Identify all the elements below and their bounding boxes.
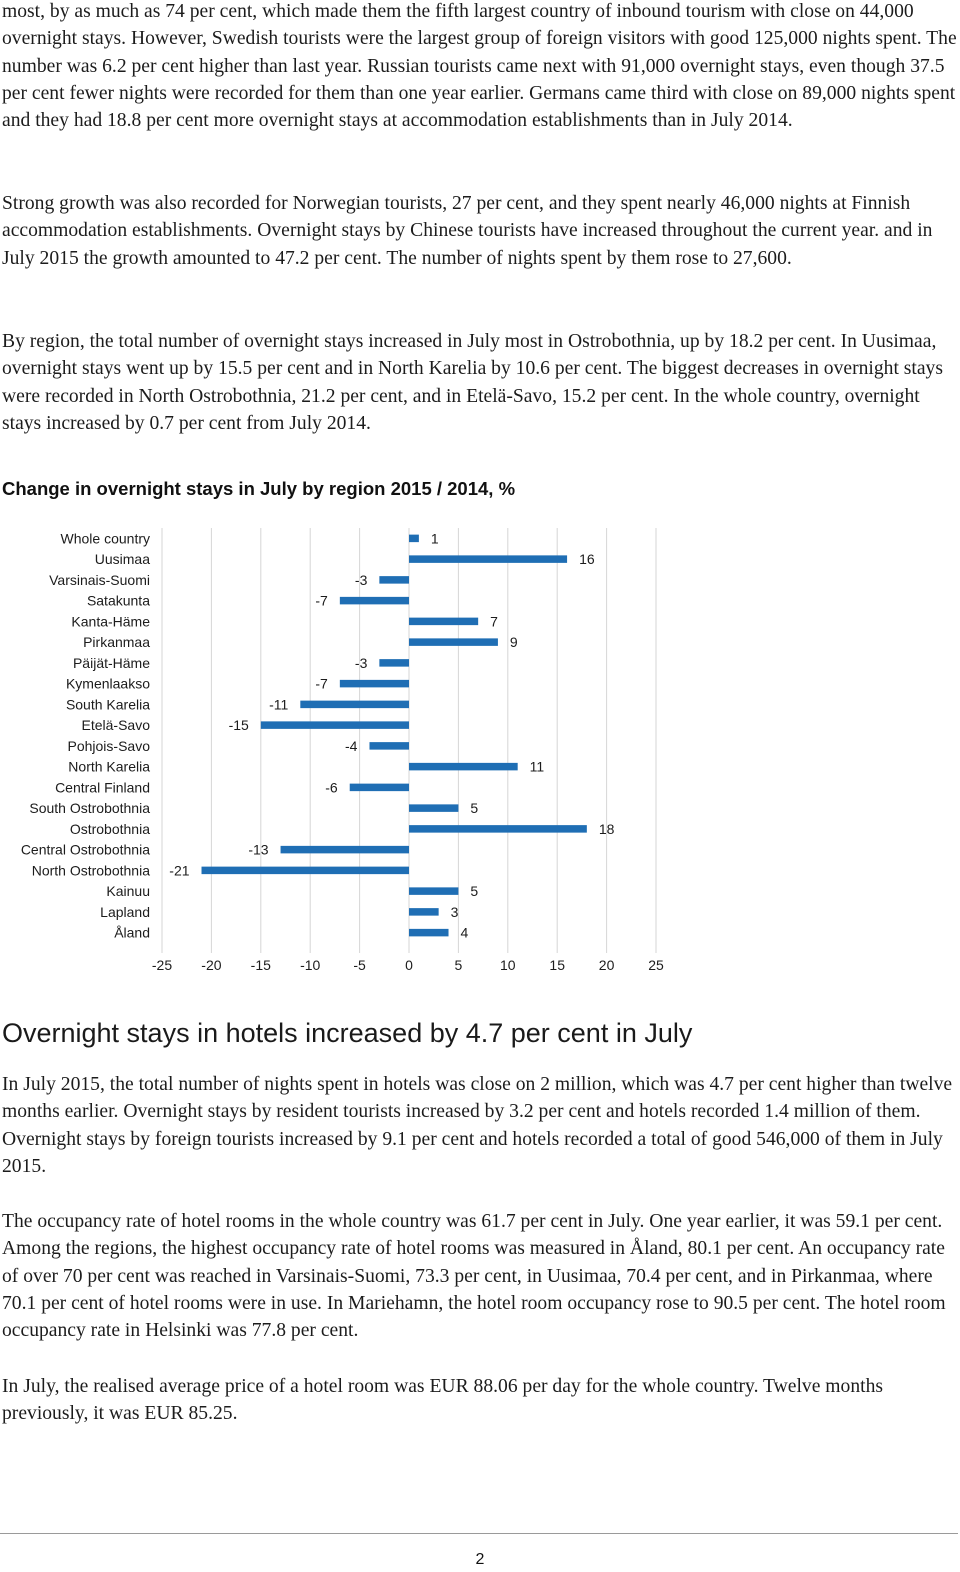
bar-15 xyxy=(280,845,409,854)
value-label: -13 xyxy=(248,842,268,858)
x-tick-label: 25 xyxy=(648,957,664,970)
x-tick-label: -25 xyxy=(152,957,172,970)
value-label: 18 xyxy=(599,821,615,837)
category-label: Kanta-Häme xyxy=(71,613,150,629)
category-label: Varsinais-Suomi xyxy=(49,572,150,588)
x-tick-label: -15 xyxy=(251,957,271,970)
value-label: 4 xyxy=(461,925,469,941)
bar-3 xyxy=(339,596,409,605)
paragraph-hotel-nights: In July 2015, the total number of nights… xyxy=(2,1074,953,1177)
value-label: -21 xyxy=(169,862,189,878)
bar-18 xyxy=(409,908,439,916)
bar-9 xyxy=(260,721,409,729)
value-label: 9 xyxy=(510,634,518,650)
category-label: Central Finland xyxy=(55,779,150,795)
category-label: Pirkanmaa xyxy=(83,634,150,650)
bar-19 xyxy=(409,928,449,937)
category-label: Lapland xyxy=(100,904,150,920)
bar-17 xyxy=(409,887,459,895)
category-label: North Ostrobothnia xyxy=(32,862,150,878)
bar-13 xyxy=(409,804,459,812)
value-label: -4 xyxy=(345,738,358,754)
bar-7 xyxy=(339,679,409,688)
paragraph-average-price: In July, the realised average price of a… xyxy=(2,1376,883,1425)
bar-1 xyxy=(409,555,568,563)
page-number: 2 xyxy=(475,1551,485,1568)
category-label: North Karelia xyxy=(68,759,150,775)
value-label: 7 xyxy=(490,613,498,629)
paragraph-norwegian-chinese: Strong growth was also recorded for Norw… xyxy=(2,193,933,269)
category-label: Pohjois-Savo xyxy=(68,738,151,754)
bar-12 xyxy=(349,783,409,792)
x-tick-label: -5 xyxy=(353,957,366,970)
bar-10 xyxy=(369,742,409,750)
value-label: -3 xyxy=(355,572,368,588)
value-label: -7 xyxy=(315,593,328,609)
chart-category-labels: Whole country Uusimaa Varsinais-Suomi Satak… xyxy=(21,530,150,940)
value-label: 16 xyxy=(579,551,595,567)
x-tick-label: -10 xyxy=(300,957,320,970)
chart-axis-ticks: -25 -20 -15 -10 -5 0 5 10 15 20 25 xyxy=(152,957,664,970)
category-label: Central Ostrobothnia xyxy=(21,842,150,858)
category-label: Kainuu xyxy=(106,883,150,899)
category-label: Päijät-Häme xyxy=(73,655,150,671)
category-label: South Ostrobothnia xyxy=(29,800,150,816)
bar-4 xyxy=(409,617,479,626)
category-label: Uusimaa xyxy=(95,551,150,567)
bar-6 xyxy=(379,659,409,667)
paragraph-foreign-visitors: most, by as much as 74 per cent, which m… xyxy=(2,1,957,132)
bar-5 xyxy=(409,638,498,646)
value-label: 5 xyxy=(470,800,478,816)
paragraph-regions: By region, the total number of overnight… xyxy=(2,331,943,434)
category-label: Etelä-Savo xyxy=(82,717,151,733)
bar-0 xyxy=(409,534,419,543)
value-label: 11 xyxy=(530,759,545,775)
x-tick-label: 0 xyxy=(405,957,413,970)
category-label: Whole country xyxy=(61,530,150,546)
category-label: Åland xyxy=(114,925,150,941)
bar-16 xyxy=(201,866,409,875)
bar-11 xyxy=(409,762,518,771)
category-label: Satakunta xyxy=(87,593,150,609)
bar-14 xyxy=(409,825,587,833)
value-label: -6 xyxy=(325,779,338,795)
value-label: -11 xyxy=(269,696,288,712)
x-tick-label: 10 xyxy=(500,957,516,970)
category-label: South Karelia xyxy=(66,696,150,712)
x-tick-label: -20 xyxy=(201,957,221,970)
value-label: 1 xyxy=(431,530,439,546)
value-label: -7 xyxy=(315,676,328,692)
paragraph-occupancy-rate: The occupancy rate of hotel rooms in the… xyxy=(2,1211,946,1342)
footer-divider xyxy=(0,1533,958,1534)
region-change-chart: Whole country Uusimaa Varsinais-Suomi Satak… xyxy=(21,528,664,970)
chart-bars xyxy=(201,534,587,937)
chart-title: Change in overnight stays in July by reg… xyxy=(2,478,516,499)
category-label: Ostrobothnia xyxy=(70,821,150,837)
bar-8 xyxy=(300,700,409,709)
category-label: Kymenlaakso xyxy=(66,676,150,692)
x-tick-label: 5 xyxy=(455,957,463,970)
bar-2 xyxy=(379,576,409,584)
value-label: -15 xyxy=(229,717,249,733)
x-tick-label: 20 xyxy=(599,957,615,970)
value-label: -3 xyxy=(355,655,368,671)
value-label: 3 xyxy=(451,904,459,920)
value-label: 5 xyxy=(470,883,478,899)
x-tick-label: 15 xyxy=(549,957,565,970)
section-heading: Overnight stays in hotels increased by 4… xyxy=(2,1018,693,1048)
